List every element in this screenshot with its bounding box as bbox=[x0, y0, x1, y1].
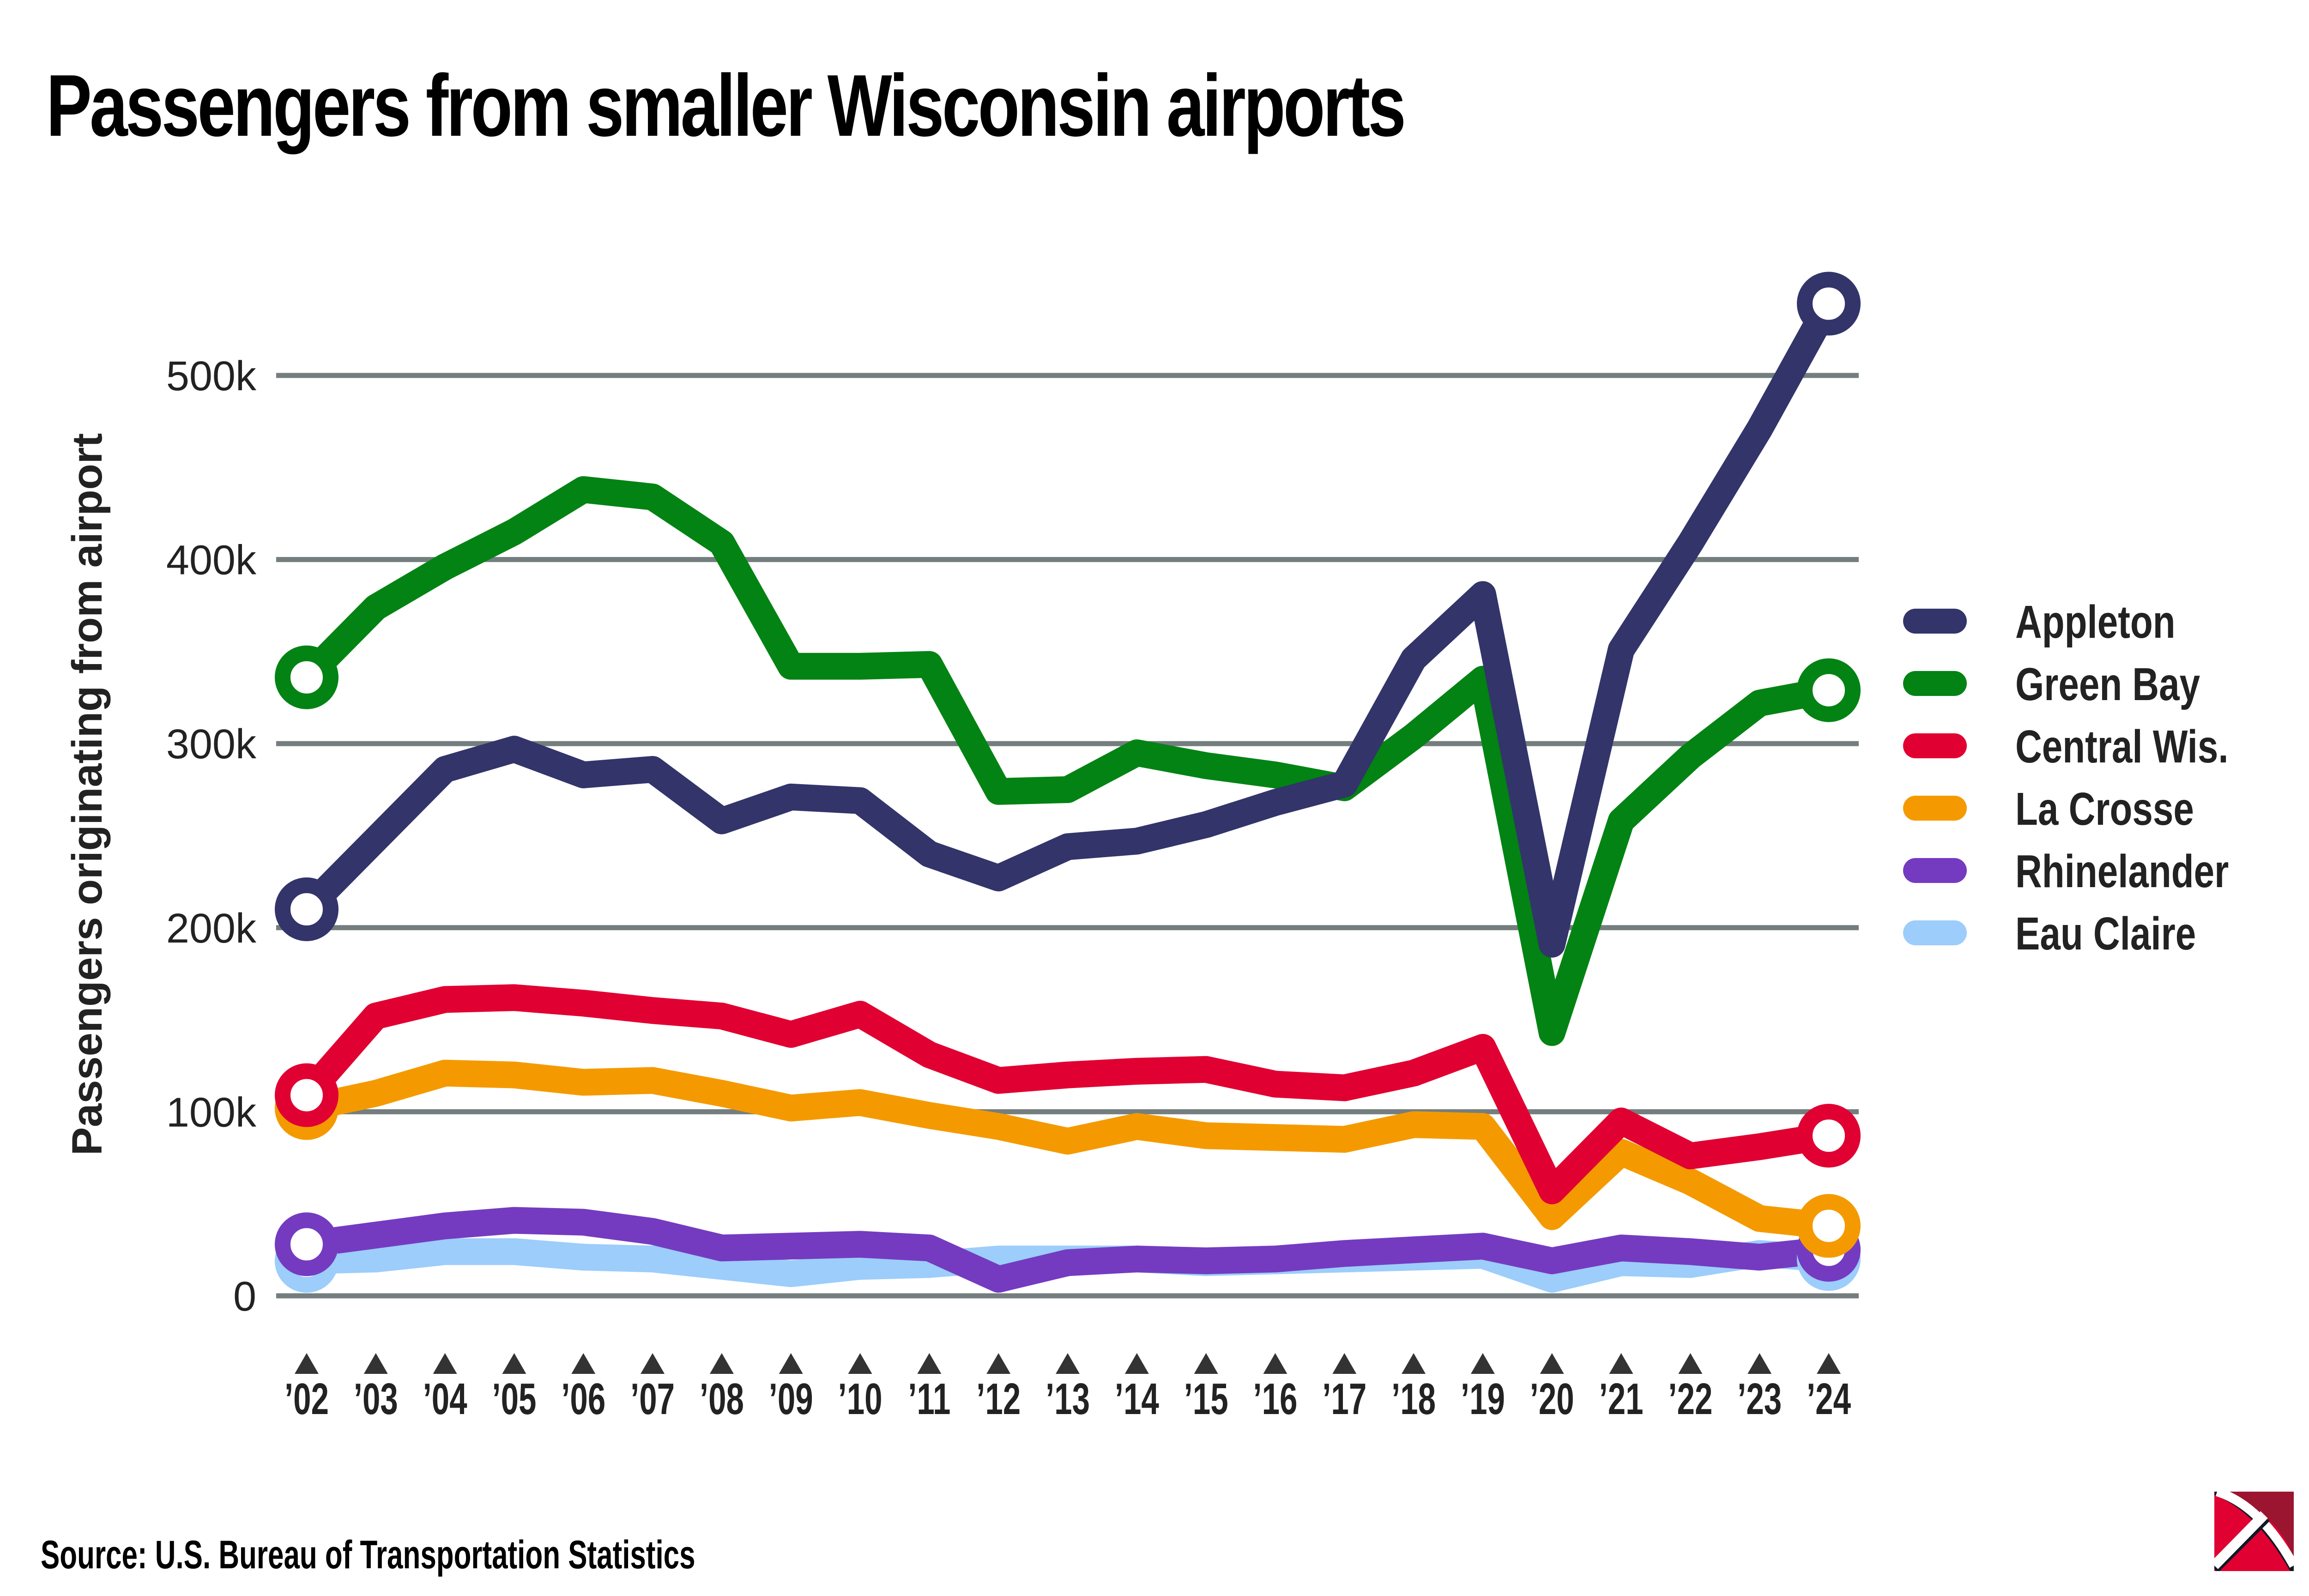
legend-label: Green Bay bbox=[2015, 659, 2200, 711]
x-tick-marker bbox=[1540, 1353, 1564, 1374]
y-axis-title: Passengers originating from airport bbox=[64, 433, 111, 1155]
x-tick-label: ’06 bbox=[561, 1374, 605, 1424]
y-tick-label: 300k bbox=[166, 721, 257, 768]
x-tick-label: ’04 bbox=[423, 1374, 467, 1424]
x-tick-marker bbox=[1124, 1353, 1149, 1374]
x-tick-label: ’24 bbox=[1807, 1374, 1851, 1424]
x-tick-label: ’18 bbox=[1391, 1374, 1436, 1424]
x-tick-marker bbox=[1402, 1353, 1426, 1374]
x-tick-marker bbox=[1678, 1353, 1703, 1374]
x-tick-marker bbox=[1817, 1353, 1841, 1374]
series-line-rhinelander bbox=[293, 1207, 1842, 1293]
series-lines bbox=[293, 290, 1842, 1293]
x-tick-label: ’17 bbox=[1322, 1374, 1366, 1424]
x-tick-marker bbox=[917, 1353, 942, 1374]
endpoint-marker bbox=[275, 645, 338, 709]
x-tick-marker bbox=[502, 1353, 526, 1374]
legend-label: Rhinelander bbox=[2015, 846, 2229, 898]
series-line-la-crosse bbox=[293, 1059, 1842, 1239]
x-axis-ticks: ’02 ’03 ’04 ’05 ’06 ’07 ’08 ’09 ’10 ’11 ’12 ’13 ’14 ’… bbox=[284, 1353, 1851, 1424]
x-tick-marker bbox=[571, 1353, 596, 1374]
x-tick-label: ’21 bbox=[1599, 1374, 1644, 1424]
x-tick-label: ’09 bbox=[769, 1374, 813, 1424]
series-line-appleton bbox=[293, 290, 1842, 958]
x-tick-marker bbox=[1609, 1353, 1633, 1374]
endpoint-marker bbox=[1797, 272, 1861, 336]
legend-label: Central Wis. bbox=[2015, 721, 2229, 773]
x-tick-label: ’22 bbox=[1668, 1374, 1712, 1424]
x-tick-marker bbox=[709, 1353, 734, 1374]
x-tick-marker bbox=[848, 1353, 872, 1374]
x-tick-marker bbox=[433, 1353, 457, 1374]
x-tick-marker bbox=[641, 1353, 665, 1374]
endpoint-markers bbox=[275, 272, 1861, 1293]
series-line-central-wis bbox=[293, 984, 1842, 1204]
series-line-green-bay bbox=[293, 476, 1842, 1046]
x-tick-label: ’10 bbox=[838, 1374, 882, 1424]
x-tick-label: ’16 bbox=[1253, 1374, 1297, 1424]
x-tick-label: ’11 bbox=[908, 1374, 950, 1424]
y-axis-ticks: 0 100k 200k 300k 400k 500k bbox=[166, 353, 257, 1320]
x-tick-label: ’07 bbox=[630, 1374, 675, 1424]
x-tick-marker bbox=[1470, 1353, 1495, 1374]
x-tick-label: ’08 bbox=[700, 1374, 744, 1424]
x-tick-label: ’02 bbox=[284, 1374, 329, 1424]
legend-label: Eau Claire bbox=[2015, 908, 2196, 960]
x-tick-label: ’15 bbox=[1184, 1374, 1228, 1424]
endpoint-marker bbox=[1797, 1194, 1861, 1258]
pickaxe-logo-icon bbox=[2214, 1492, 2294, 1571]
y-tick-label: 0 bbox=[233, 1274, 256, 1320]
x-tick-marker bbox=[1056, 1353, 1080, 1374]
x-tick-label: ’19 bbox=[1461, 1374, 1505, 1424]
x-tick-marker bbox=[1263, 1353, 1287, 1374]
source-note: Source: U.S. Bureau of Transportation St… bbox=[41, 1533, 695, 1577]
x-tick-marker bbox=[295, 1353, 319, 1374]
x-tick-label: ’03 bbox=[354, 1374, 398, 1424]
x-tick-marker bbox=[779, 1353, 803, 1374]
endpoint-marker bbox=[1797, 1104, 1861, 1168]
legend: Appleton Green Bay Central Wis. La Crosse Rh… bbox=[1903, 597, 2229, 960]
legend-label: La Crosse bbox=[2015, 784, 2194, 835]
endpoint-marker bbox=[275, 1212, 338, 1276]
y-tick-label: 200k bbox=[166, 906, 257, 952]
endpoint-marker bbox=[275, 1063, 338, 1127]
x-tick-label: ’05 bbox=[492, 1374, 536, 1424]
y-tick-label: 400k bbox=[166, 538, 257, 584]
x-tick-label: ’14 bbox=[1115, 1374, 1159, 1424]
legend-label: Appleton bbox=[2015, 597, 2176, 648]
x-tick-label: ’12 bbox=[976, 1374, 1021, 1424]
y-tick-label: 500k bbox=[166, 353, 257, 399]
x-tick-marker bbox=[363, 1353, 388, 1374]
x-tick-marker bbox=[1332, 1353, 1357, 1374]
endpoint-marker bbox=[1797, 658, 1861, 722]
gridlines bbox=[276, 373, 1859, 1299]
x-tick-label: ’20 bbox=[1530, 1374, 1574, 1424]
y-tick-label: 100k bbox=[166, 1089, 257, 1136]
x-tick-marker bbox=[1747, 1353, 1772, 1374]
x-tick-label: ’23 bbox=[1737, 1374, 1782, 1424]
endpoint-marker bbox=[275, 877, 338, 941]
x-tick-marker bbox=[1194, 1353, 1218, 1374]
x-tick-label: ’13 bbox=[1046, 1374, 1090, 1424]
chart-title: Passengers from smaller Wisconsin airpor… bbox=[46, 57, 1406, 155]
x-tick-marker bbox=[986, 1353, 1011, 1374]
